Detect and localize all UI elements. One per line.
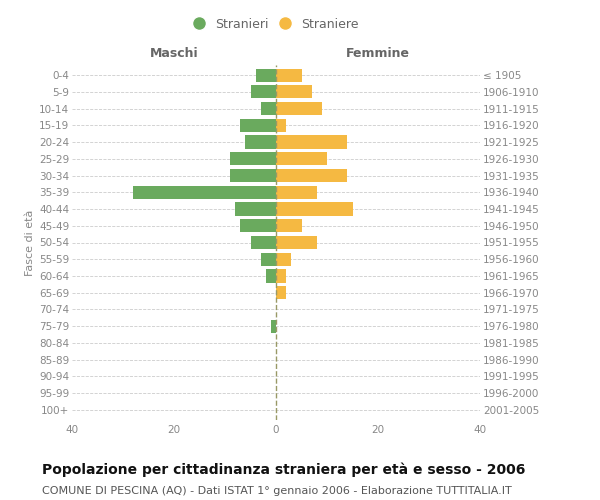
Bar xyxy=(276,202,353,215)
Bar xyxy=(266,270,276,282)
Bar xyxy=(276,152,327,166)
Bar xyxy=(230,169,276,182)
Bar xyxy=(251,236,276,249)
Bar xyxy=(235,202,276,215)
Bar xyxy=(276,68,302,82)
Y-axis label: Anni di nascita: Anni di nascita xyxy=(599,201,600,284)
Text: Femmine: Femmine xyxy=(346,47,410,60)
Bar xyxy=(276,270,286,282)
Bar xyxy=(271,320,276,333)
Bar xyxy=(276,186,317,199)
Bar xyxy=(276,169,347,182)
Bar xyxy=(260,102,276,115)
Text: COMUNE DI PESCINA (AQ) - Dati ISTAT 1° gennaio 2006 - Elaborazione TUTTITALIA.IT: COMUNE DI PESCINA (AQ) - Dati ISTAT 1° g… xyxy=(42,486,512,496)
Legend: Stranieri, Straniere: Stranieri, Straniere xyxy=(189,14,363,35)
Text: Popolazione per cittadinanza straniera per età e sesso - 2006: Popolazione per cittadinanza straniera p… xyxy=(42,462,526,477)
Bar xyxy=(256,68,276,82)
Bar xyxy=(276,86,312,98)
Bar xyxy=(230,152,276,166)
Bar xyxy=(276,136,347,148)
Bar xyxy=(240,219,276,232)
Bar xyxy=(276,219,302,232)
Bar xyxy=(276,286,286,300)
Bar xyxy=(245,136,276,148)
Bar xyxy=(276,102,322,115)
Bar xyxy=(251,86,276,98)
Bar xyxy=(276,119,286,132)
Bar xyxy=(240,119,276,132)
Bar xyxy=(133,186,276,199)
Bar xyxy=(260,252,276,266)
Text: Maschi: Maschi xyxy=(149,47,199,60)
Y-axis label: Fasce di età: Fasce di età xyxy=(25,210,35,276)
Bar xyxy=(276,236,317,249)
Bar xyxy=(276,252,292,266)
